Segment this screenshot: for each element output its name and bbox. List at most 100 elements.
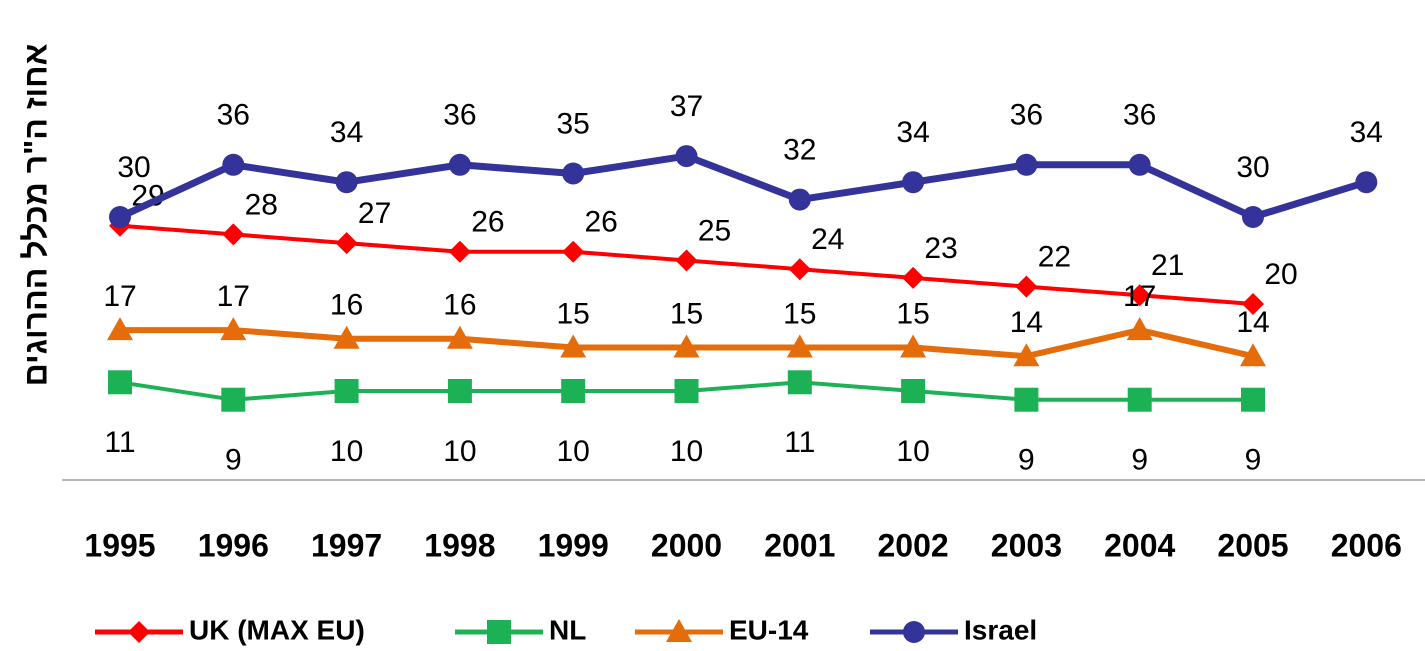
marker bbox=[666, 619, 692, 642]
marker bbox=[222, 153, 245, 176]
x-tick-label: 2001 bbox=[764, 527, 835, 563]
marker bbox=[673, 334, 700, 358]
data-label: 15 bbox=[557, 297, 590, 330]
marker bbox=[1126, 317, 1153, 341]
x-tick-label: 2006 bbox=[1331, 527, 1402, 563]
data-label: 16 bbox=[330, 289, 363, 322]
marker bbox=[1355, 171, 1378, 194]
data-label: 32 bbox=[783, 134, 816, 167]
marker bbox=[448, 240, 471, 263]
data-label: 34 bbox=[1350, 116, 1383, 149]
data-label: 14 bbox=[1236, 306, 1269, 339]
marker bbox=[903, 621, 925, 643]
marker bbox=[1015, 153, 1038, 176]
marker bbox=[675, 249, 698, 272]
x-tick-label: 2000 bbox=[651, 527, 722, 563]
marker bbox=[786, 334, 813, 358]
marker bbox=[1128, 153, 1151, 176]
x-tick-label: 1996 bbox=[198, 527, 269, 563]
data-label: 9 bbox=[225, 444, 242, 477]
marker bbox=[902, 266, 925, 289]
data-label: 30 bbox=[1236, 151, 1269, 184]
data-label: 26 bbox=[471, 206, 504, 239]
marker bbox=[447, 379, 472, 403]
marker bbox=[107, 317, 133, 341]
data-label: 16 bbox=[443, 289, 476, 322]
marker bbox=[1242, 206, 1264, 228]
data-label: 17 bbox=[217, 280, 250, 313]
data-label: 17 bbox=[1123, 280, 1156, 313]
y-axis-label: אחוז ה"ר מכלל ההרוגים bbox=[17, 43, 53, 386]
marker bbox=[1127, 387, 1152, 412]
data-label: 10 bbox=[330, 435, 363, 468]
data-label: 10 bbox=[443, 435, 476, 468]
data-label: 15 bbox=[783, 297, 816, 330]
data-label: 10 bbox=[670, 435, 703, 468]
legend-label: UK (MAX EU) bbox=[189, 614, 365, 645]
legend-label: EU-14 bbox=[729, 614, 809, 645]
marker bbox=[562, 162, 585, 185]
marker bbox=[1240, 343, 1266, 367]
marker bbox=[333, 325, 360, 349]
data-label: 21 bbox=[1151, 249, 1184, 282]
data-label: 36 bbox=[443, 99, 476, 132]
data-label: 23 bbox=[924, 232, 957, 265]
data-label: 36 bbox=[217, 99, 250, 132]
data-label: 17 bbox=[103, 280, 136, 313]
marker bbox=[487, 620, 511, 644]
marker bbox=[788, 258, 811, 281]
marker bbox=[675, 145, 698, 168]
data-label: 34 bbox=[330, 116, 363, 149]
series-line bbox=[118, 152, 1368, 221]
x-tick-label: 1998 bbox=[424, 527, 495, 563]
marker bbox=[1015, 275, 1038, 298]
data-label: 36 bbox=[1010, 99, 1043, 132]
marker bbox=[901, 379, 926, 403]
data-label: 22 bbox=[1038, 241, 1071, 274]
data-label: 26 bbox=[585, 206, 618, 239]
data-label: 10 bbox=[557, 435, 590, 468]
x-tick-label: 1995 bbox=[84, 527, 155, 563]
x-tick-label: 2005 bbox=[1217, 527, 1288, 563]
data-label: 10 bbox=[896, 435, 929, 468]
marker bbox=[562, 240, 585, 263]
data-label: 37 bbox=[670, 90, 703, 123]
marker bbox=[1128, 284, 1151, 307]
x-tick-label: 2004 bbox=[1104, 527, 1175, 563]
data-label: 25 bbox=[698, 214, 731, 247]
data-label: 30 bbox=[117, 151, 150, 184]
data-label: 9 bbox=[1245, 444, 1262, 477]
data-label: 34 bbox=[896, 116, 929, 149]
data-label: 28 bbox=[245, 188, 278, 221]
data-label: 20 bbox=[1264, 258, 1297, 291]
marker bbox=[128, 621, 150, 643]
data-label: 9 bbox=[1131, 444, 1148, 477]
marker bbox=[335, 232, 358, 255]
marker bbox=[108, 370, 132, 395]
marker bbox=[334, 379, 359, 403]
marker bbox=[1242, 293, 1264, 315]
data-label: 15 bbox=[670, 297, 703, 330]
data-label: 35 bbox=[557, 107, 590, 140]
data-label: 11 bbox=[784, 426, 815, 459]
data-label: 36 bbox=[1123, 99, 1156, 132]
marker bbox=[560, 334, 587, 358]
x-tick-label: 1999 bbox=[538, 527, 609, 563]
marker bbox=[109, 206, 131, 228]
marker bbox=[788, 188, 811, 211]
data-label: 15 bbox=[896, 297, 929, 330]
data-label: 14 bbox=[1010, 306, 1043, 339]
marker bbox=[900, 334, 927, 358]
marker bbox=[674, 379, 699, 403]
data-label: 27 bbox=[358, 197, 391, 230]
data-label: 9 bbox=[1018, 444, 1035, 477]
data-label: 24 bbox=[811, 223, 844, 256]
marker bbox=[446, 325, 473, 349]
data-label: 11 bbox=[104, 426, 135, 459]
marker bbox=[1241, 387, 1265, 412]
marker bbox=[902, 171, 925, 194]
marker bbox=[1013, 343, 1040, 367]
legend-label: Israel bbox=[964, 614, 1037, 645]
marker bbox=[561, 379, 586, 403]
